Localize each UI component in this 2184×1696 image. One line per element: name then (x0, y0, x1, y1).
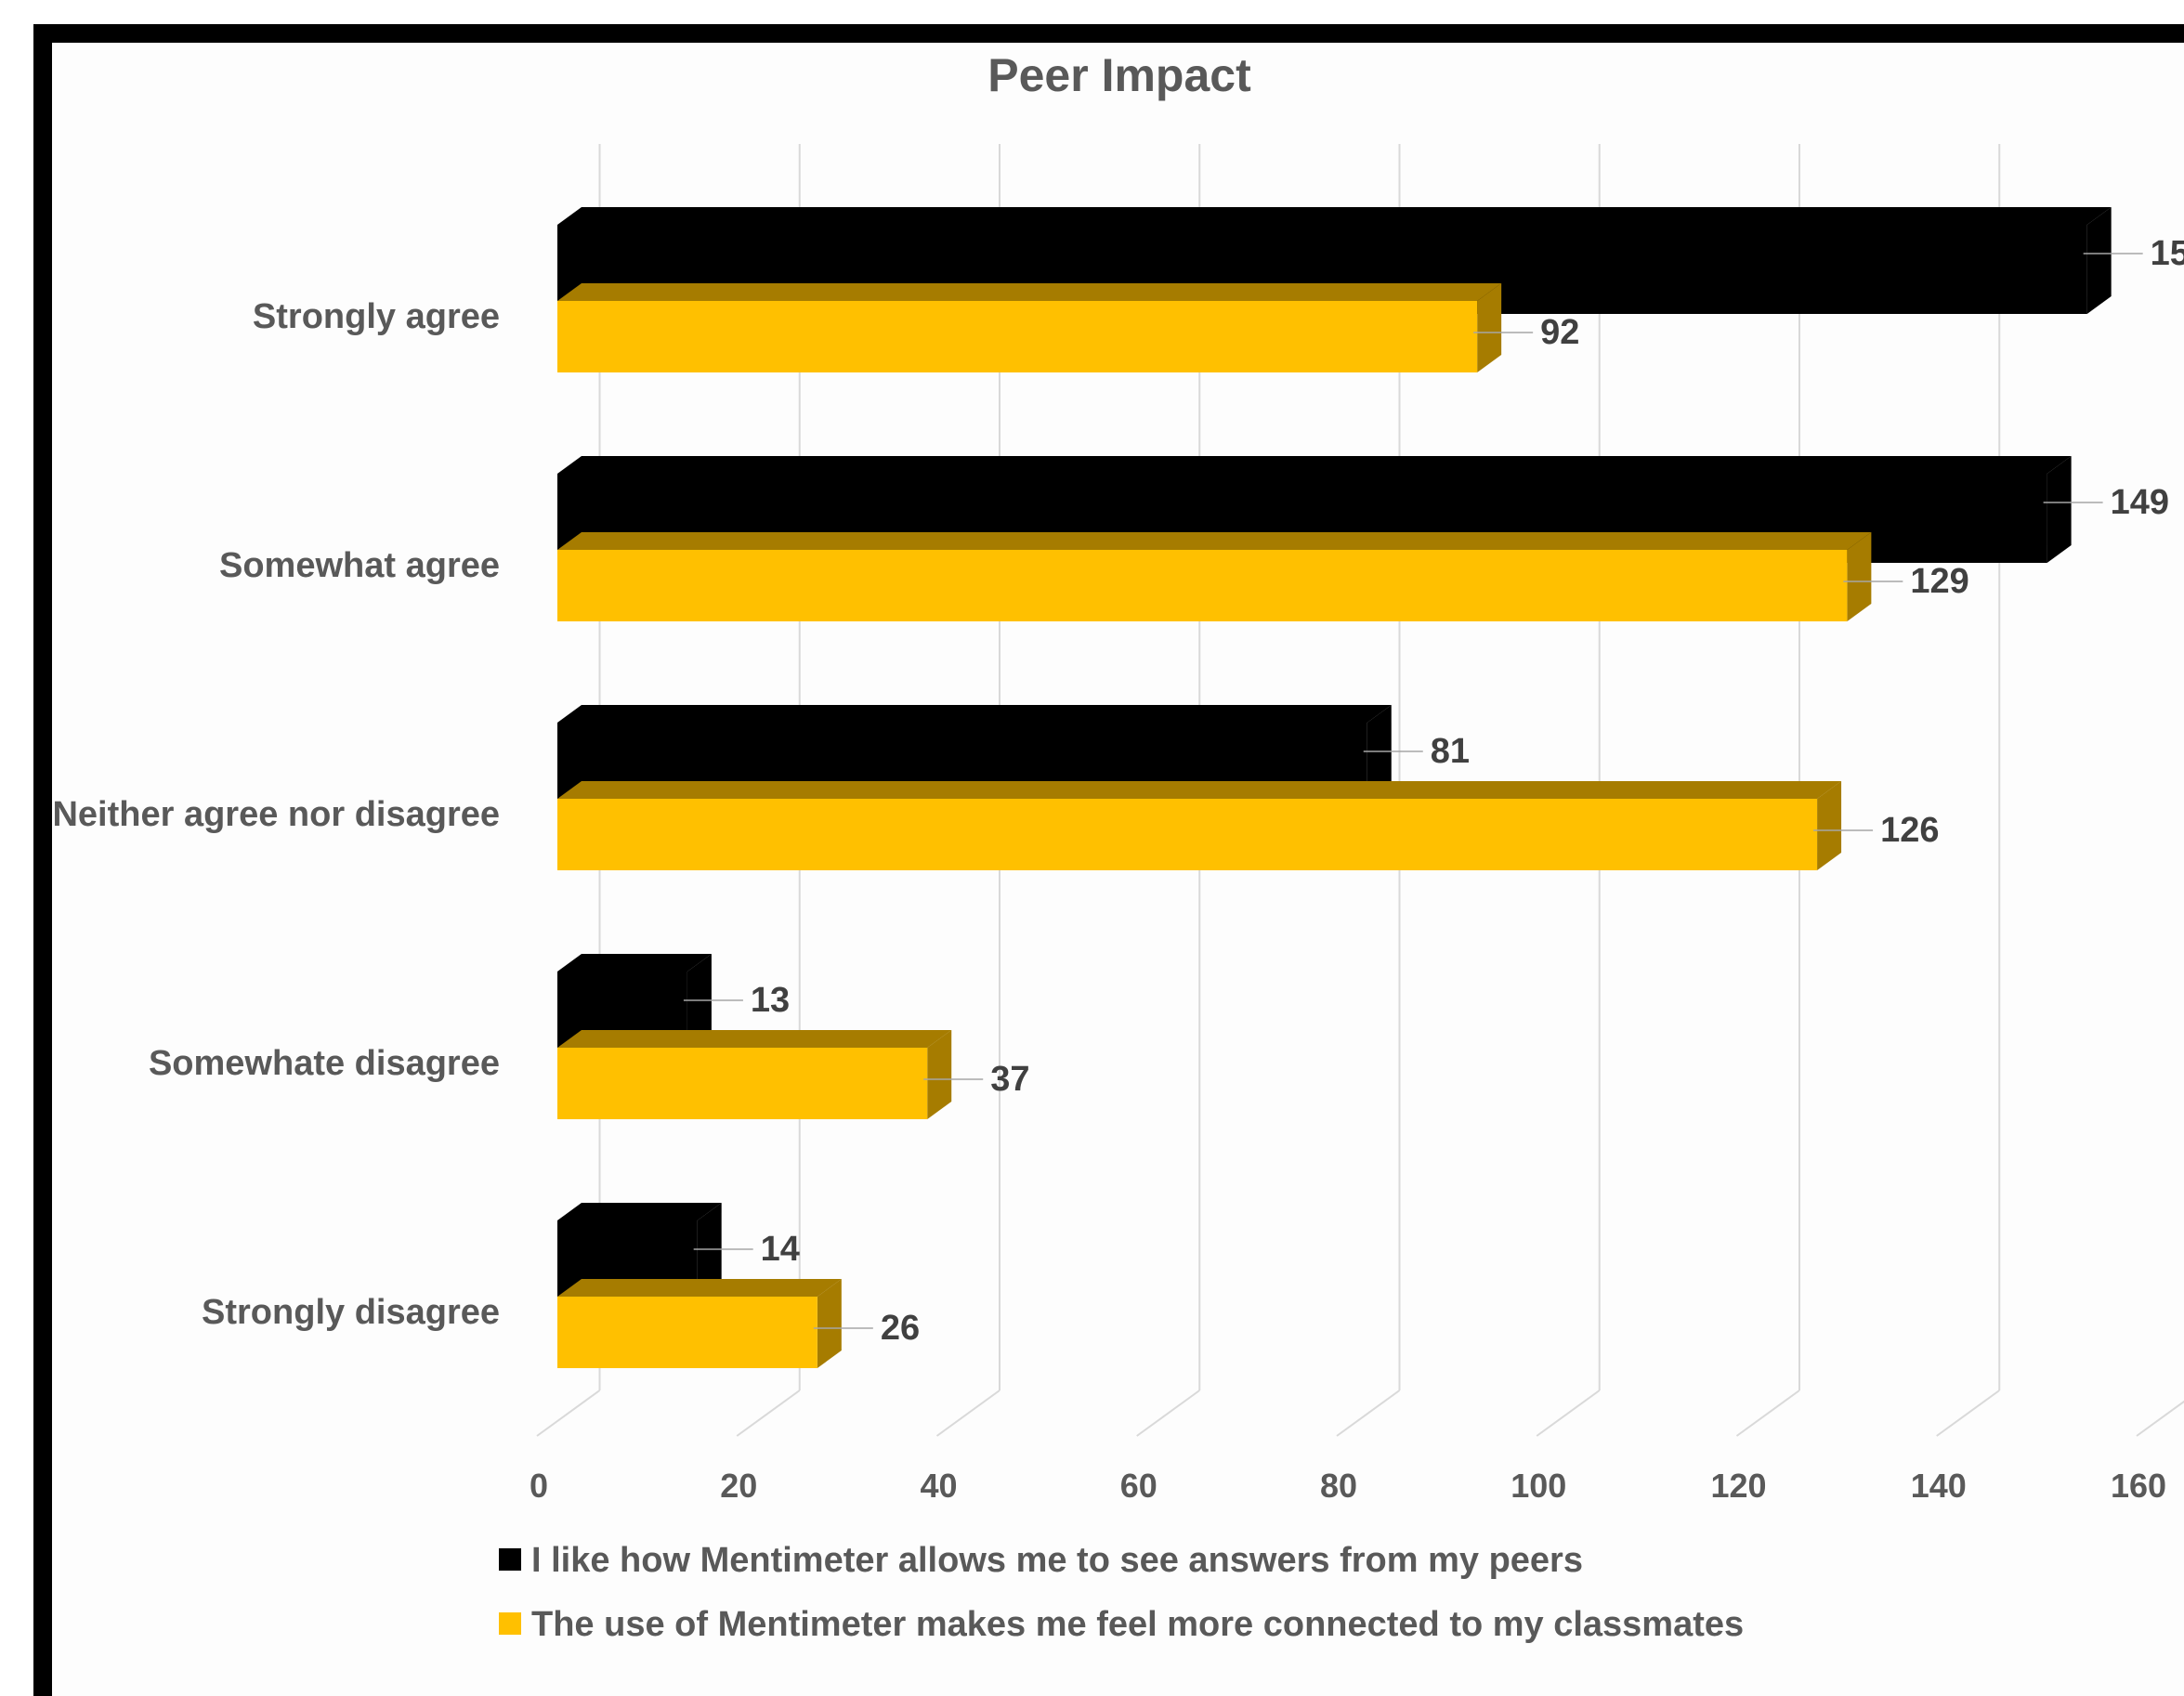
bar-front-face (557, 1297, 817, 1368)
chart-title: Peer Impact (987, 49, 1251, 101)
data-label: 13 (751, 981, 790, 1020)
bar: 26 (557, 1279, 920, 1368)
bar-top-face (557, 954, 712, 972)
bar-top-face (557, 705, 1392, 723)
bar-side-face (2047, 456, 2072, 563)
data-label: 92 (1540, 313, 1579, 352)
bar-front-face (557, 799, 1818, 870)
bar-side-face (817, 1279, 842, 1368)
category-label: Somewhate disagree (149, 1044, 500, 1083)
bar: 129 (557, 532, 1969, 621)
bar-top-face (557, 532, 1872, 550)
floor-gridline (1735, 1389, 1800, 1437)
data-label: 126 (1880, 811, 1939, 850)
bar-side-face (1847, 532, 1872, 621)
floor-gridline (1336, 1389, 1401, 1437)
x-tick-label: 80 (1320, 1467, 1357, 1505)
bar-side-face (927, 1030, 952, 1119)
bar-side-face (1817, 781, 1842, 870)
bar-front-face (557, 1048, 928, 1119)
category-labels: Strongly agree Somewhat agree Neither agre… (52, 297, 500, 1332)
data-label: 26 (881, 1309, 920, 1348)
x-tick-label: 40 (920, 1467, 957, 1505)
bar-front-face (557, 550, 1848, 621)
x-tick-label: 20 (720, 1467, 757, 1505)
bar-top-face (557, 283, 1502, 301)
bar-top-face (557, 781, 1842, 799)
floor-gridline (1936, 1389, 2000, 1437)
bar-front-face (557, 301, 1478, 372)
legend-swatch-series-1 (499, 1548, 521, 1571)
data-label: 14 (761, 1230, 800, 1269)
legend: I like how Mentimeter allows me to see a… (499, 1541, 1744, 1644)
x-tick-label: 0 (530, 1467, 548, 1505)
category-label: Strongly disagree (202, 1293, 500, 1332)
x-tick-label: 140 (1911, 1467, 1967, 1505)
legend-label-series-1: I like how Mentimeter allows me to see a… (531, 1541, 1583, 1580)
category-label: Neither agree nor disagree (52, 795, 500, 834)
legend-swatch-series-2 (499, 1612, 521, 1635)
bar: 37 (557, 1030, 1029, 1119)
floor-gridline (935, 1389, 1000, 1437)
bar-top-face (557, 456, 2072, 474)
bar-top-face (557, 1030, 952, 1048)
data-label: 81 (1431, 732, 1470, 771)
x-tick-label: 100 (1510, 1467, 1566, 1505)
bar-top-face (557, 1279, 842, 1297)
bar-top-face (557, 1203, 722, 1220)
chart: Peer Impact 153 92 149 129 81 126 13 37 14 26 Str… (52, 49, 2184, 1644)
x-tick-label: 60 (1120, 1467, 1157, 1505)
floor-gridline (2136, 1400, 2184, 1437)
floor-gridline (736, 1389, 801, 1437)
bar: 126 (557, 781, 1939, 870)
x-tick-label: 120 (1710, 1467, 1766, 1505)
x-axis-tick-labels: 0 20 40 60 80 100 120 140 160 (530, 1467, 2166, 1505)
bar-side-face (2086, 207, 2112, 314)
x-tick-label: 160 (2111, 1467, 2166, 1505)
category-label: Somewhat agree (219, 546, 500, 585)
bars: 153 92 149 129 81 126 13 37 14 26 (557, 207, 2184, 1368)
data-label: 129 (1910, 562, 1968, 601)
data-label: 37 (990, 1060, 1029, 1099)
floor-gridline (1136, 1389, 1200, 1437)
bar-side-face (1477, 283, 1502, 372)
legend-label-series-2: The use of Mentimeter makes me feel more… (531, 1605, 1744, 1644)
category-label: Strongly agree (253, 297, 500, 336)
floor-gridline (536, 1389, 601, 1437)
data-label: 153 (2151, 234, 2184, 273)
bar: 92 (557, 283, 1579, 372)
floor-gridline (1536, 1389, 1601, 1437)
data-label: 149 (2111, 483, 2169, 522)
bar-top-face (557, 207, 2112, 225)
